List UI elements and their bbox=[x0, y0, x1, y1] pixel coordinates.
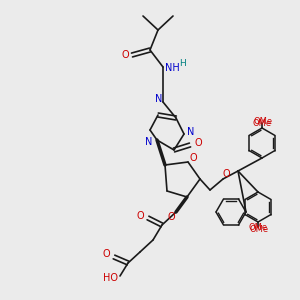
Text: OMe: OMe bbox=[252, 118, 272, 127]
Text: O: O bbox=[121, 50, 129, 60]
Text: O: O bbox=[222, 169, 230, 179]
Text: OMe: OMe bbox=[249, 224, 268, 233]
Text: OMe: OMe bbox=[254, 116, 273, 125]
Text: N: N bbox=[187, 127, 195, 137]
Text: N: N bbox=[155, 94, 163, 104]
Text: O: O bbox=[102, 249, 110, 259]
Text: O: O bbox=[194, 138, 202, 148]
Text: O: O bbox=[189, 153, 197, 163]
Text: HO: HO bbox=[103, 273, 118, 283]
Text: H: H bbox=[180, 59, 186, 68]
Text: NH: NH bbox=[165, 63, 179, 73]
Text: O: O bbox=[136, 211, 144, 221]
Text: OMe: OMe bbox=[248, 223, 268, 232]
Text: N: N bbox=[145, 137, 153, 147]
Text: O: O bbox=[167, 212, 175, 222]
